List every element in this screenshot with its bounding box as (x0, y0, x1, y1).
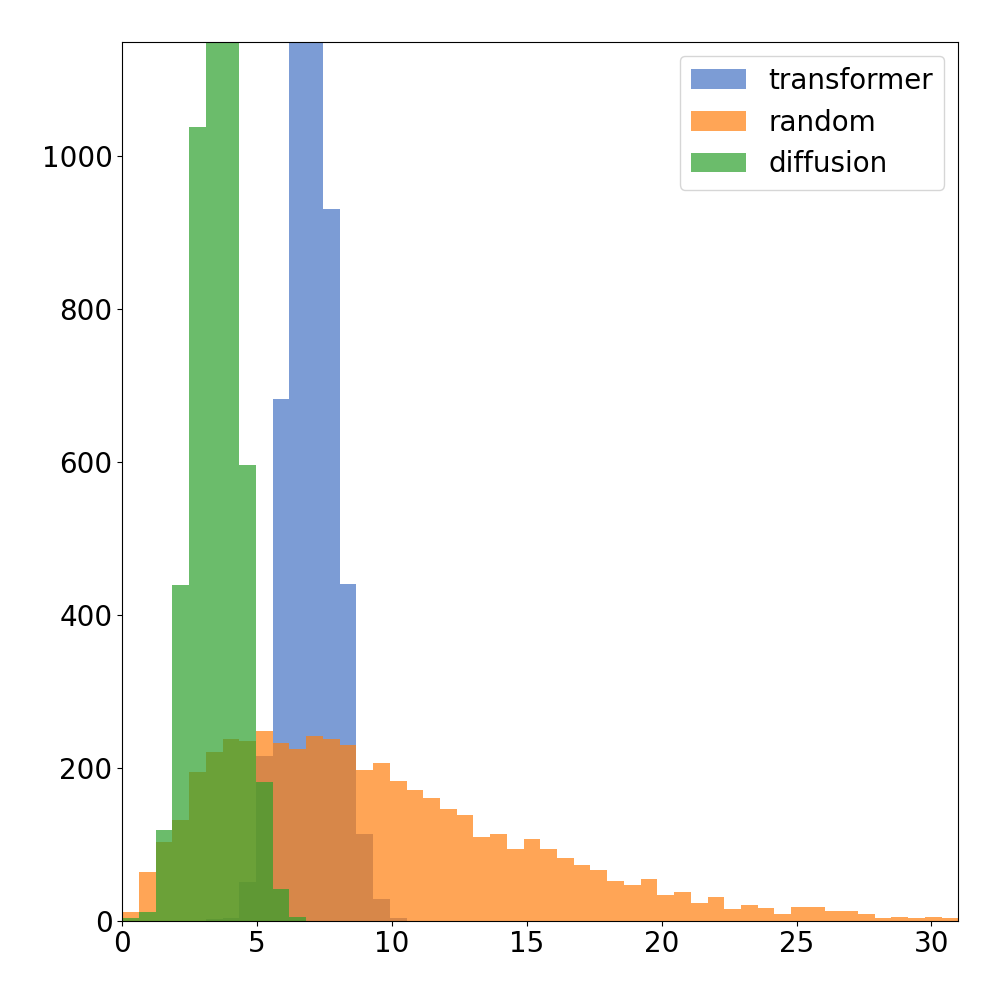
Bar (808, 907, 825, 921)
Bar (223, 918, 239, 921)
Bar (390, 781, 407, 921)
Bar (122, 918, 139, 921)
Bar (841, 911, 858, 921)
Bar (875, 918, 891, 921)
Bar (206, 919, 223, 921)
Bar (323, 739, 340, 921)
Bar (557, 858, 574, 921)
Bar (289, 917, 306, 921)
Bar (708, 897, 724, 921)
Bar (942, 918, 958, 921)
Bar (457, 815, 473, 921)
Bar (172, 820, 189, 921)
Bar (423, 798, 440, 921)
Bar (256, 782, 273, 921)
Bar (139, 872, 156, 921)
Bar (256, 756, 273, 921)
Bar (139, 912, 156, 921)
Bar (306, 0, 323, 921)
Bar (540, 849, 557, 921)
Bar (607, 881, 624, 921)
Bar (356, 770, 373, 921)
Bar (925, 917, 942, 921)
Bar (239, 882, 256, 921)
Bar (206, 0, 223, 921)
Bar (908, 918, 925, 921)
Bar (340, 745, 356, 921)
Bar (691, 903, 708, 921)
Bar (239, 465, 256, 921)
Bar (206, 752, 223, 921)
Bar (156, 842, 172, 921)
Bar (440, 809, 457, 921)
Bar (657, 895, 674, 921)
Bar (223, 739, 239, 921)
Bar (189, 127, 206, 921)
Bar (473, 837, 490, 921)
Bar (624, 885, 641, 921)
Bar (858, 914, 875, 921)
Bar (590, 870, 607, 921)
Bar (724, 909, 741, 921)
Bar (373, 763, 390, 921)
Bar (507, 849, 524, 921)
Bar (774, 914, 791, 921)
Bar (306, 736, 323, 921)
Bar (758, 908, 774, 921)
Bar (256, 731, 273, 921)
Bar (373, 899, 390, 921)
Bar (574, 865, 590, 921)
Bar (674, 892, 691, 921)
Bar (122, 912, 139, 921)
Bar (273, 889, 289, 921)
Bar (741, 905, 758, 921)
Bar (390, 918, 407, 921)
Legend: transformer, random, diffusion: transformer, random, diffusion (680, 56, 944, 190)
Bar (273, 743, 289, 921)
Bar (172, 585, 189, 921)
Bar (524, 839, 540, 921)
Bar (407, 790, 423, 921)
Bar (289, 749, 306, 921)
Bar (156, 830, 172, 921)
Bar (340, 584, 356, 921)
Bar (189, 772, 206, 921)
Bar (289, 0, 306, 921)
Bar (356, 834, 373, 921)
Bar (239, 741, 256, 921)
Bar (273, 399, 289, 921)
Bar (223, 29, 239, 921)
Bar (825, 911, 841, 921)
Bar (791, 907, 808, 921)
Bar (891, 917, 908, 921)
Bar (323, 209, 340, 921)
Bar (641, 879, 657, 921)
Bar (490, 834, 507, 921)
